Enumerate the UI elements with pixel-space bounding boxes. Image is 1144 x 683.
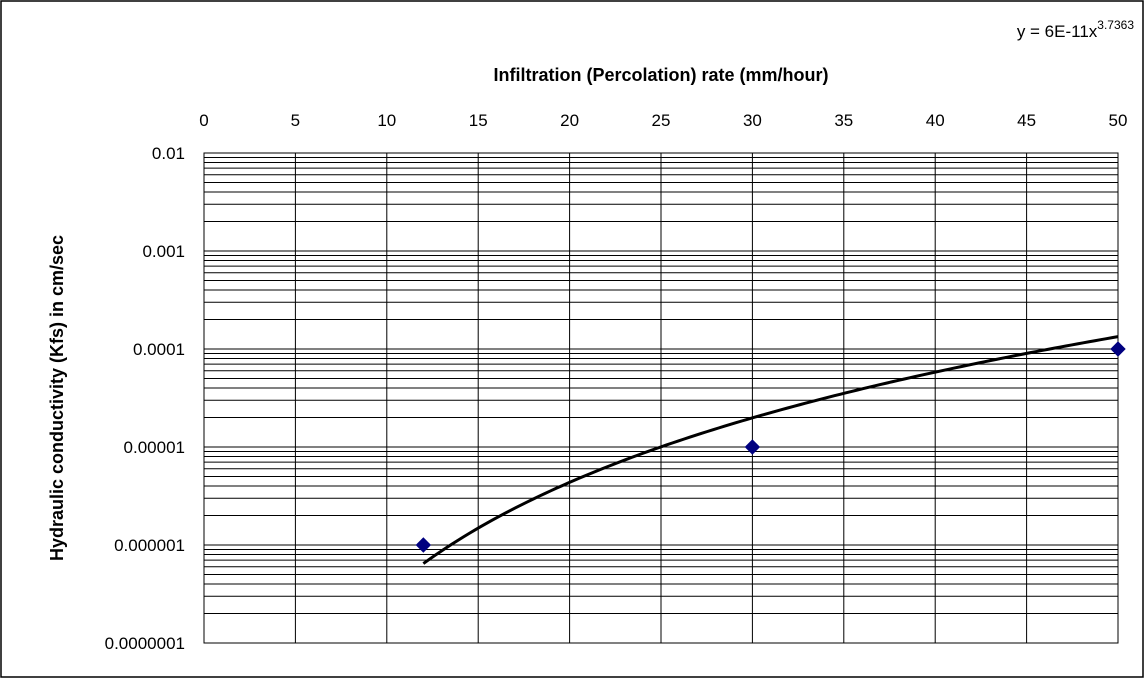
x-tick-label: 30 <box>743 111 762 130</box>
x-tick-label: 50 <box>1109 111 1128 130</box>
x-tick-label: 45 <box>1017 111 1036 130</box>
equation-exponent: 3.7363 <box>1097 18 1134 32</box>
data-point-marker <box>415 537 432 553</box>
power-trendline <box>422 335 1119 565</box>
x-tick-label: 35 <box>834 111 853 130</box>
tick-labels: 0 5 10 15 20 25 30 35 40 45 50 0.01 0.001 0.0001 0.000… <box>105 111 1128 653</box>
data-point-marker <box>744 439 761 455</box>
x-tick-label: 40 <box>926 111 945 130</box>
equation-base: y = 6E-11x <box>1017 22 1098 41</box>
trendline-equation: y = 6E-11x3.7363 <box>1017 18 1135 41</box>
y-tick-label: 0.0000001 <box>105 634 185 653</box>
y-tick-label: 0.00001 <box>124 438 185 457</box>
x-tick-label: 0 <box>199 111 208 130</box>
y-tick-label: 0.0001 <box>133 340 185 359</box>
plot-area <box>203 152 1119 644</box>
y-tick-label: 0.001 <box>142 242 185 261</box>
x-tick-label: 15 <box>469 111 488 130</box>
y-tick-label: 0.000001 <box>114 536 185 555</box>
x-tick-label: 10 <box>377 111 396 130</box>
data-point-marker <box>1110 341 1126 357</box>
x-tick-label: 25 <box>652 111 671 130</box>
x-axis-title: Infiltration (Percolation) rate (mm/hour… <box>493 65 828 85</box>
x-tick-label: 20 <box>560 111 579 130</box>
x-tick-label: 5 <box>291 111 300 130</box>
y-axis-title: Hydraulic conductivity (Kfs) in cm/sec <box>47 235 67 561</box>
data-points <box>415 341 1126 553</box>
y-tick-label: 0.01 <box>152 144 185 163</box>
